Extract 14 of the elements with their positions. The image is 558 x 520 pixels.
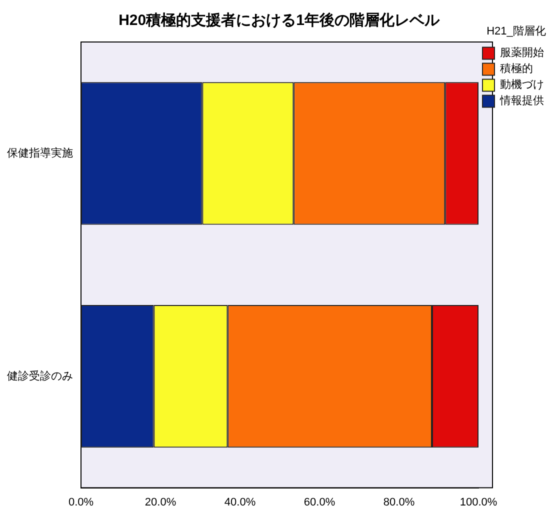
y-tick-label: 保健指導実施 [7, 146, 73, 160]
x-tick-label: 40.0% [224, 496, 256, 508]
legend-label: 情報提供 [499, 94, 544, 108]
x-tick-label: 20.0% [144, 496, 176, 508]
x-tick-label: 80.0% [383, 496, 415, 508]
legend-title: H21_階層化 [486, 26, 546, 38]
legend-label: 動機づけ [500, 79, 544, 92]
legend-label: 積極的 [500, 63, 533, 76]
x-tick-label: 100.0% [460, 496, 498, 508]
x-tick-label: 60.0% [304, 496, 336, 508]
y-tick-label: 健診受診のみ [7, 369, 73, 382]
x-tick-label: 0.0% [68, 496, 94, 508]
legend-label: 服薬開始 [500, 46, 544, 60]
chart-title: H20積極的支援者における1年後の階層化レベル [118, 12, 440, 30]
